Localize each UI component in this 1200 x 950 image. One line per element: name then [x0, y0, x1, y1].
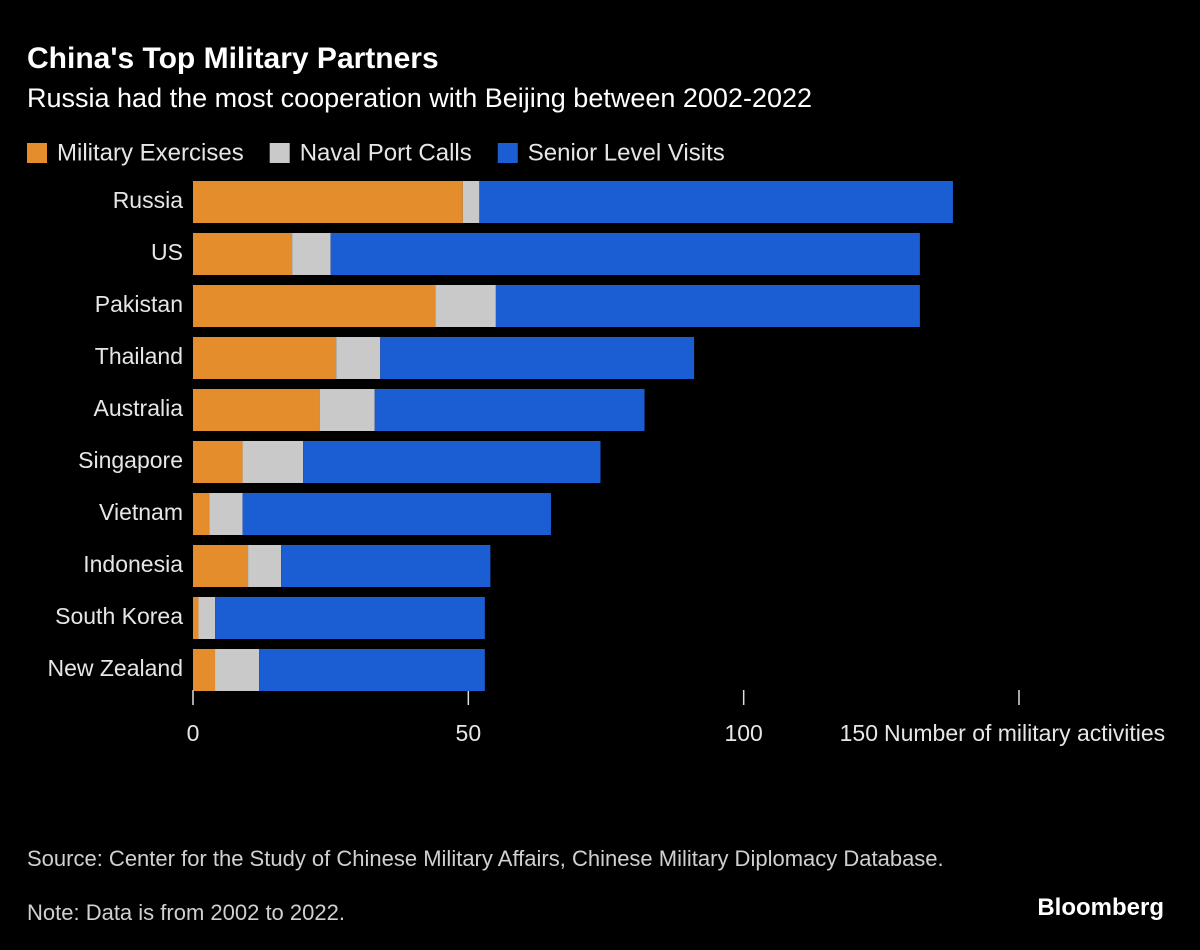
x-tick-label: 100 [724, 720, 762, 746]
bar-segment [292, 233, 331, 275]
bar-segment [209, 493, 243, 535]
bar-segment [193, 337, 337, 379]
bar-segment [193, 389, 320, 431]
x-tick-label: 0 [187, 720, 200, 746]
chart-subtitle: Russia had the most cooperation with Bei… [27, 83, 812, 113]
legend-label: Naval Port Calls [300, 139, 472, 166]
bar-segment [242, 493, 551, 535]
bar-segment [193, 649, 216, 691]
brand: Bloomberg [1037, 894, 1164, 921]
category-label: Thailand [95, 343, 183, 369]
category-label: Russia [113, 187, 184, 213]
category-label: Singapore [78, 447, 183, 473]
bar-segment [215, 597, 485, 639]
bar-segment [380, 337, 695, 379]
bar-segment [479, 181, 953, 223]
legend-label: Military Exercises [57, 139, 244, 166]
note: Note: Data is from 2002 to 2022. [27, 900, 345, 925]
bar-segment [330, 233, 920, 275]
bar-segment [193, 493, 210, 535]
bar-segment [193, 233, 293, 275]
category-label: Australia [94, 395, 184, 421]
bar-segment [462, 181, 480, 223]
bar-segment [242, 441, 304, 483]
bar-segment [193, 441, 243, 483]
bar-segment [336, 337, 381, 379]
category-label: Pakistan [95, 291, 183, 317]
category-label: South Korea [55, 603, 183, 629]
bar-segment [374, 389, 645, 431]
legend-swatch [269, 143, 290, 163]
legend-label: Senior Level Visits [528, 139, 725, 166]
bar-segment [193, 181, 463, 223]
legend-swatch [27, 143, 47, 163]
x-tick-label: 150 [840, 720, 878, 746]
category-label: Vietnam [99, 499, 183, 525]
bar-segment [193, 545, 249, 587]
bar-segment [215, 649, 260, 691]
bar-segment [193, 597, 199, 639]
category-label: New Zealand [47, 655, 183, 681]
category-label: US [151, 239, 183, 265]
x-tick-label: 50 [456, 720, 482, 746]
bar-segment [193, 285, 436, 327]
bar-segment [319, 389, 375, 431]
bar-segment [303, 441, 601, 483]
source: Source: Center for the Study of Chinese … [27, 846, 944, 871]
x-axis-label: Number of military activities [884, 720, 1165, 746]
chart-title: China's Top Military Partners [27, 42, 439, 75]
bar-segment [248, 545, 282, 587]
category-label: Indonesia [83, 551, 183, 577]
bar-segment [281, 545, 491, 587]
bar-segment [198, 597, 216, 639]
bar-segment [259, 649, 485, 691]
bar-segment [495, 285, 920, 327]
legend-swatch [497, 143, 518, 163]
bar-segment [435, 285, 496, 327]
